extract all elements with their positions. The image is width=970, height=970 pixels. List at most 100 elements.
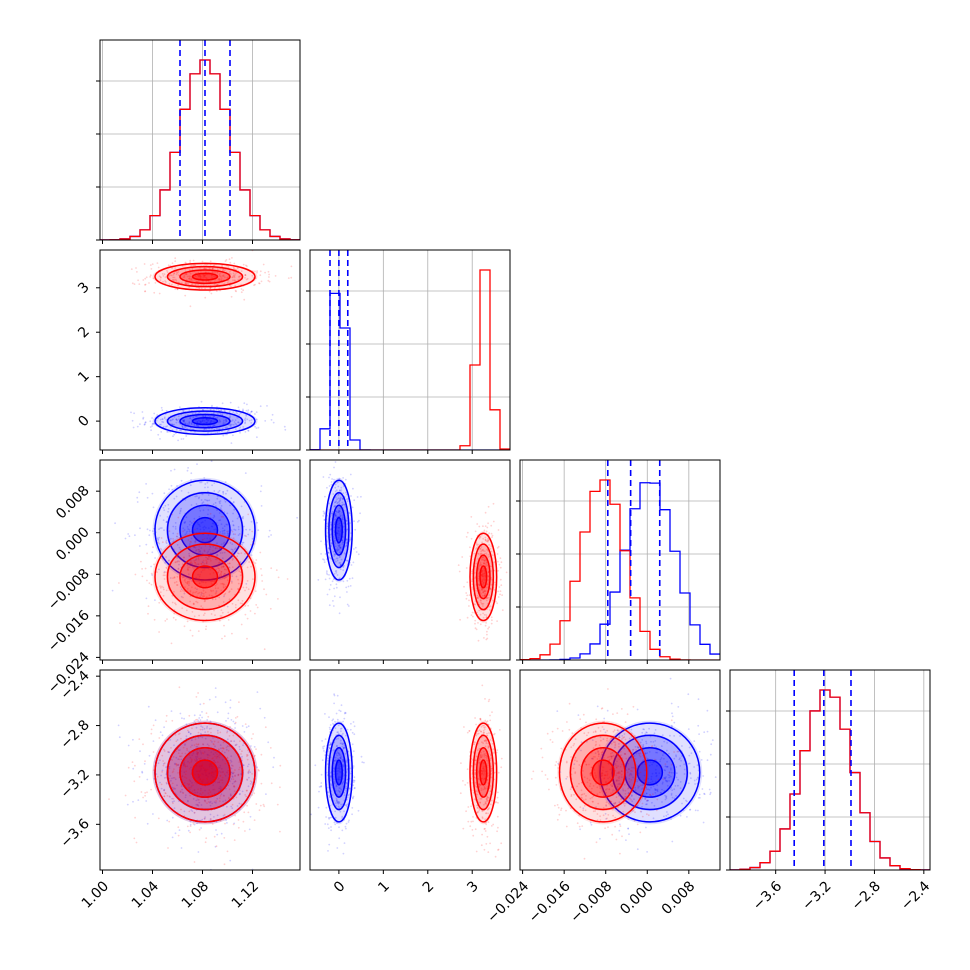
sample-point — [238, 766, 241, 769]
sample-point — [641, 731, 644, 734]
sample-point — [497, 596, 500, 598]
sample-point — [480, 725, 483, 728]
sample-point — [207, 567, 210, 570]
sample-point — [675, 766, 678, 768]
sample-point — [140, 560, 142, 563]
sample-point — [225, 575, 228, 577]
sample-point — [330, 483, 333, 486]
sample-point — [220, 575, 223, 577]
sample-point — [226, 850, 229, 853]
sample-point — [679, 765, 682, 767]
sample-point — [201, 260, 204, 263]
sample-point — [689, 808, 692, 811]
sample-point — [470, 762, 473, 764]
panel-2-0 — [111, 460, 298, 651]
sample-point — [250, 422, 253, 424]
sample-point — [336, 574, 339, 576]
sample-point — [250, 520, 253, 523]
sample-point — [216, 427, 218, 430]
sample-point — [339, 791, 341, 793]
sample-point — [182, 792, 185, 795]
sample-point — [228, 788, 231, 791]
sample-point — [344, 712, 347, 714]
sample-point — [223, 583, 226, 586]
sample-point — [645, 731, 648, 734]
sample-point — [211, 270, 214, 273]
sample-point — [335, 738, 338, 740]
sample-point — [203, 477, 206, 479]
sample-point — [636, 708, 639, 711]
sample-point — [484, 557, 486, 560]
density-contour — [179, 747, 231, 798]
sample-point — [148, 534, 151, 537]
sample-point — [201, 791, 204, 794]
sample-point — [481, 741, 483, 744]
sample-point — [210, 727, 213, 730]
sample-point — [327, 547, 330, 550]
sample-point — [176, 557, 179, 559]
sample-point — [483, 560, 486, 563]
sample-point — [631, 791, 634, 794]
sample-point — [210, 292, 213, 295]
sample-point — [207, 730, 209, 733]
sample-point — [231, 530, 234, 533]
sample-point — [242, 764, 245, 767]
sample-point — [201, 764, 204, 767]
sample-point — [490, 565, 492, 567]
sample-point — [352, 561, 355, 564]
sample-point — [175, 581, 178, 583]
sample-point — [226, 822, 228, 824]
sample-point — [284, 428, 287, 431]
sample-point — [199, 758, 201, 761]
sample-point — [203, 550, 206, 553]
sample-point — [212, 589, 215, 592]
sample-point — [118, 582, 120, 584]
sample-point — [483, 778, 485, 780]
sample-point — [329, 473, 332, 476]
sample-point — [202, 767, 205, 769]
sample-point — [171, 262, 174, 264]
sample-point — [342, 743, 344, 746]
sample-point — [193, 744, 196, 747]
sample-point — [352, 784, 355, 787]
sample-point — [207, 756, 209, 759]
sample-point — [328, 726, 331, 729]
sample-point — [182, 438, 185, 440]
sample-point — [694, 809, 697, 812]
sample-point — [234, 606, 237, 609]
sample-point — [180, 479, 183, 482]
sample-point — [621, 763, 623, 766]
sample-point — [354, 546, 357, 549]
sample-point — [634, 789, 637, 791]
sample-point — [338, 510, 341, 512]
sample-point — [233, 781, 236, 783]
sample-point — [175, 273, 178, 276]
sample-point — [204, 737, 207, 740]
sample-point — [334, 780, 336, 783]
sample-point — [471, 782, 474, 784]
sample-point — [212, 420, 215, 423]
sample-point — [336, 502, 339, 505]
sample-point — [244, 613, 247, 616]
sample-point — [179, 510, 182, 513]
sample-point — [334, 553, 337, 556]
sample-point — [135, 267, 137, 269]
sample-point — [333, 559, 336, 561]
sample-point — [664, 765, 667, 768]
panel-2-1 — [317, 461, 508, 642]
sample-point — [683, 773, 686, 775]
sample-point — [196, 770, 199, 773]
sample-point — [336, 847, 339, 849]
sample-point — [505, 571, 508, 574]
sample-point — [176, 535, 179, 538]
sample-point — [142, 417, 145, 420]
sample-point — [185, 273, 188, 276]
sample-point — [213, 835, 216, 838]
sample-point — [290, 276, 293, 279]
sample-point — [466, 531, 469, 534]
sample-point — [216, 711, 219, 714]
panel-frame — [309, 459, 511, 661]
sample-point — [482, 602, 485, 605]
sample-point — [226, 530, 229, 533]
sample-point — [241, 541, 244, 544]
